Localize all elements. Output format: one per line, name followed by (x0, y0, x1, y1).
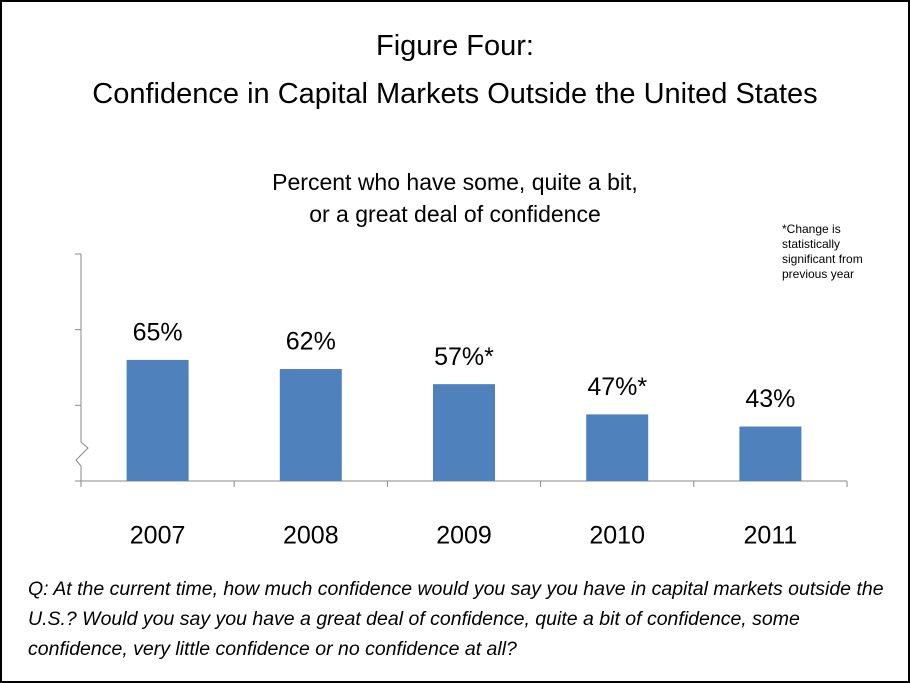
value-label: 57%* (434, 343, 494, 371)
x-tick-label: 2009 (436, 522, 492, 550)
subtitle-line: Percent who have some, quite a bit, (272, 169, 638, 195)
bar (126, 359, 189, 481)
annotation: *Change is statistically significant fro… (782, 222, 863, 281)
title-line: Confidence in Capital Markets Outside th… (92, 78, 818, 110)
bar (433, 384, 495, 481)
bar (586, 414, 649, 481)
y-axis (75, 254, 89, 481)
value-label: 65% (133, 319, 183, 347)
value-label: 62% (286, 328, 336, 356)
x-tick-label: 2008 (283, 522, 339, 550)
chart: 2007 65% 2008 62% 2009 57%* 2010 47%* 2011 43% (75, 253, 848, 550)
x-tick-label: 2010 (589, 522, 645, 550)
subtitle-line: or a great deal of confidence (309, 201, 601, 227)
footnote: Q: At the current time, how much confide… (28, 578, 884, 660)
bar (739, 426, 802, 481)
value-label: 43% (745, 385, 795, 413)
value-label: 47%* (587, 373, 647, 401)
x-tick-label: 2011 (744, 522, 798, 550)
title-line: Figure Four: (376, 30, 534, 62)
bar (279, 369, 342, 481)
x-tick-label: 2007 (130, 522, 186, 550)
